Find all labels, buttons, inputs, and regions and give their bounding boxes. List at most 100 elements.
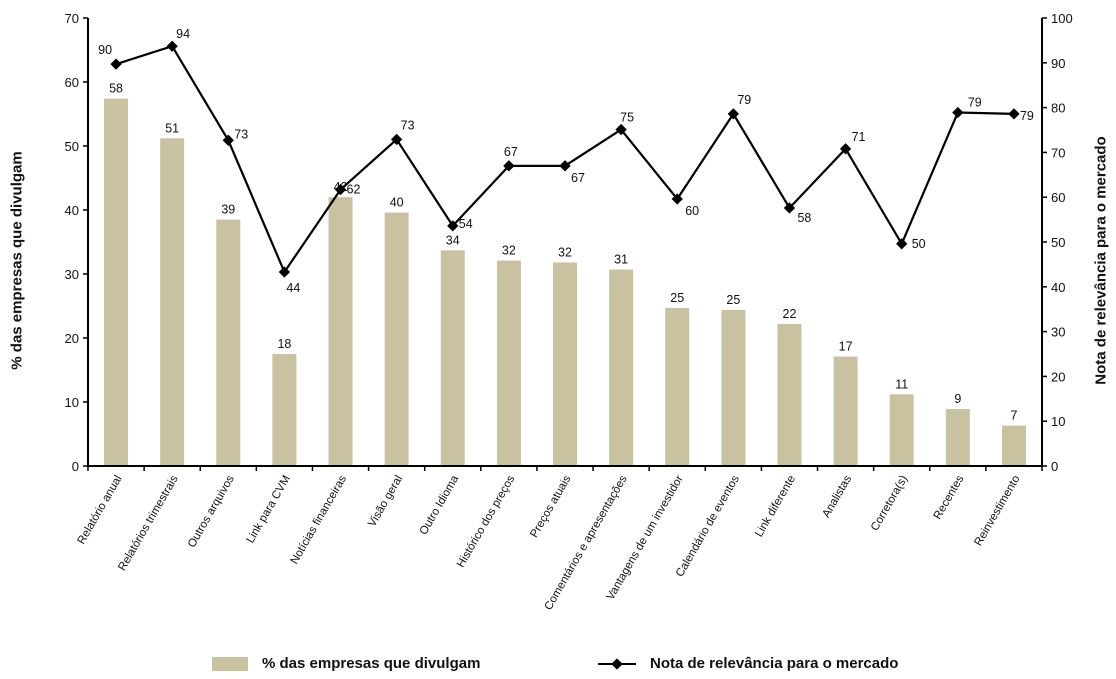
- line-value-label: 50: [912, 237, 926, 251]
- line-value-label: 79: [968, 96, 982, 110]
- bar-value-label: 22: [783, 307, 797, 321]
- y-axis-left: 0 10 20 30 40 50 60 70: [65, 11, 89, 474]
- y-tick-label-right: 50: [1051, 235, 1065, 250]
- bar: [609, 269, 634, 466]
- bar: [833, 356, 858, 466]
- line-value-label: 44: [286, 281, 300, 295]
- x-tick-label: Calendário de eventos: [674, 473, 742, 579]
- bar-value-label: 32: [558, 245, 572, 259]
- y-tick-label-right: 10: [1051, 414, 1065, 429]
- line-path: [115, 44, 1014, 275]
- bar: [328, 197, 353, 466]
- y-tick-label-right: 0: [1051, 459, 1058, 474]
- bar-value-label: 51: [165, 121, 179, 135]
- bar: [440, 250, 465, 466]
- line-value-label: 67: [504, 145, 518, 159]
- x-tick-label: Recentes: [932, 473, 967, 521]
- y-tick-label-left: 50: [65, 139, 79, 154]
- x-tick-label: Visão geral: [366, 474, 405, 530]
- x-tick-label: Histórico dos preços: [455, 473, 518, 569]
- bar-value-label: 31: [614, 253, 628, 267]
- x-tick-label: Relatório anual: [76, 474, 125, 547]
- legend-label-bars: % das empresas que divulgam: [262, 655, 481, 672]
- y-axis-right-title-wrap: Nota de relevância para o mercado: [1086, 40, 1116, 480]
- line-value-label: 73: [234, 127, 248, 141]
- line-marker: [727, 108, 740, 120]
- bar-value-label: 11: [895, 377, 908, 391]
- line-marker: [390, 133, 403, 146]
- y-axis-left-title-wrap: % das empresas que divulgam: [2, 40, 32, 480]
- y-tick-label-left: 20: [65, 331, 79, 346]
- bar: [160, 138, 185, 466]
- line-marker: [166, 40, 178, 52]
- line-marker: [783, 202, 796, 214]
- bar-value-label: 18: [277, 337, 291, 351]
- y-tick-label-left: 30: [65, 267, 79, 282]
- bar: [777, 323, 802, 466]
- line-marker: [110, 58, 122, 70]
- y-tick-label-right: 90: [1051, 56, 1065, 71]
- legend-swatch-bars: [212, 656, 248, 671]
- bar: [384, 212, 409, 466]
- bar-value-label: 9: [954, 392, 961, 406]
- bar: [272, 354, 297, 466]
- y-tick-label-right: 60: [1051, 190, 1065, 205]
- bar-value-label: 39: [221, 203, 235, 217]
- bar: [889, 394, 914, 466]
- y-tick-label-right: 70: [1051, 145, 1065, 160]
- line-marker: [559, 160, 571, 172]
- line-marker: [222, 134, 234, 146]
- x-tick-label: Preços atuais: [528, 473, 573, 540]
- line-value-label: 62: [347, 183, 361, 197]
- bar-value-label: 34: [446, 233, 460, 247]
- line-marker: [896, 238, 908, 250]
- y-axis-left-title: % das empresas que divulgam: [8, 150, 26, 370]
- y-tick-label-left: 40: [65, 203, 79, 218]
- line-marker: [1008, 108, 1020, 120]
- bar-value-label: 58: [109, 82, 123, 96]
- y-tick-label-left: 70: [65, 11, 79, 26]
- line-value-label: 90: [98, 43, 112, 57]
- legend-swatch-line: [598, 657, 636, 670]
- bar-value-label: 32: [502, 244, 516, 258]
- line-value-label: 71: [852, 130, 866, 144]
- bar: [553, 262, 577, 466]
- bar: [721, 309, 746, 466]
- bar-value-label: 25: [670, 291, 684, 305]
- x-tick-label: Relatórios trimestrais: [116, 473, 181, 573]
- x-tick-label: Corretora(s): [869, 473, 910, 533]
- line-value-label: 60: [685, 204, 699, 218]
- line-value-label: 75: [620, 111, 634, 125]
- x-tick-label: Notícias financeiras: [289, 473, 350, 566]
- line-value-label: 58: [797, 211, 811, 225]
- line-marker: [839, 143, 852, 155]
- x-tick-label: Link diferente: [753, 474, 798, 540]
- y-tick-label-right: 100: [1051, 11, 1073, 26]
- y-tick-label-right: 30: [1051, 325, 1065, 340]
- line-marker: [671, 193, 683, 205]
- y-tick-label-left: 0: [72, 459, 79, 474]
- x-tick-label: Outro Idioma: [418, 473, 462, 537]
- line-value-label: 79: [1020, 109, 1034, 123]
- legend: % das empresas que divulgam Nota de rele…: [0, 655, 1116, 677]
- bar-value-label: 40: [390, 196, 404, 210]
- legend-item-line: Nota de relevância para o mercado: [598, 655, 898, 672]
- line-marker: [952, 106, 964, 119]
- bar-series: 58513918424034323231252522171197: [104, 82, 1026, 466]
- bar: [1001, 425, 1026, 466]
- line-marker: [278, 266, 291, 278]
- legend-item-bars: % das empresas que divulgam: [212, 655, 480, 672]
- bar: [945, 409, 970, 466]
- bar: [665, 307, 690, 466]
- legend-label-line: Nota de relevância para o mercado: [650, 655, 899, 672]
- line-marker: [334, 183, 347, 196]
- y-tick-label-left: 60: [65, 75, 79, 90]
- line-marker: [447, 220, 459, 232]
- line-value-label: 73: [401, 118, 415, 132]
- x-tick-label: Reinvestimento: [973, 474, 1023, 549]
- x-tick-label: Analistas: [820, 473, 854, 520]
- line-value-label: 94: [176, 27, 190, 41]
- y-tick-label-left: 10: [65, 395, 79, 410]
- bar-value-label: 25: [726, 293, 740, 307]
